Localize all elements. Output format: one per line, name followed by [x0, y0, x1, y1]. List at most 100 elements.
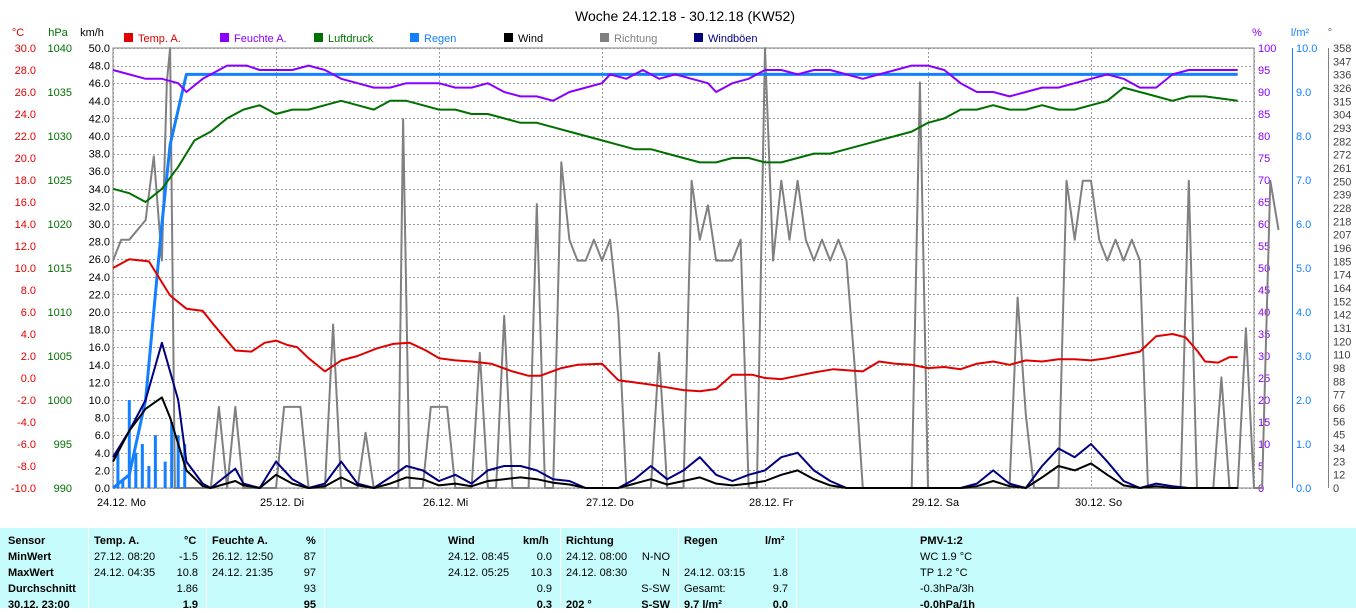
- stats-cell-hum-time: 26.12. 12:50: [212, 551, 274, 563]
- chart-title: Woche 24.12.18 - 30.12.18 (KW52): [575, 8, 795, 24]
- stats-cell-temp-val: 10.8: [176, 567, 198, 579]
- tick-label-rain: 2.0: [1296, 395, 1311, 407]
- tick-label-rain: 10.0: [1296, 43, 1317, 55]
- tick-label-rain: 0.0: [1296, 483, 1311, 495]
- tick-label-hum: 55: [1258, 241, 1270, 253]
- legend-swatch: [694, 33, 703, 42]
- tick-label-dir: 34: [1333, 443, 1345, 455]
- legend-swatch: [410, 33, 419, 42]
- tick-label-press: 1010: [48, 307, 72, 319]
- rain-bar: [121, 479, 125, 488]
- rain-bar: [116, 452, 120, 488]
- series-layer: [112, 47, 1280, 490]
- stats-cell-rain-time: 24.12. 03:15: [684, 567, 746, 579]
- stats-header-wind-unit: km/h: [523, 535, 549, 547]
- stats-cell-wind-val: 0.0: [536, 551, 552, 563]
- tick-label-hum: 100: [1258, 43, 1276, 55]
- tick-label-dir: 272: [1333, 150, 1351, 162]
- axis-unit-hum: %: [1252, 27, 1262, 39]
- tick-label-dir: 110: [1333, 350, 1351, 362]
- plot-frame: [112, 47, 1255, 489]
- tick-label-temp: -4.0: [17, 417, 36, 429]
- tick-label-temp: 2.0: [21, 351, 36, 363]
- stats-cell-label: MinWert: [8, 551, 52, 563]
- tick-label-press: 1035: [48, 87, 72, 99]
- rain-bar: [176, 435, 180, 488]
- tick-label-wind: 20.0: [89, 307, 110, 319]
- tick-label-press: 1025: [48, 175, 72, 187]
- tick-label-rain: 8.0: [1296, 131, 1311, 143]
- tick-label-dir: 77: [1333, 390, 1345, 402]
- tick-label-press: 1005: [48, 351, 72, 363]
- tick-label-dir: 347: [1333, 56, 1351, 68]
- series-line-richtung: [112, 47, 1280, 489]
- legend-entry: Luftdruck: [328, 33, 374, 45]
- tick-label-rain: 5.0: [1296, 263, 1311, 275]
- legend-swatch: [504, 33, 513, 42]
- tick-label-wind: 10.0: [89, 395, 110, 407]
- tick-label-wind: 6.0: [95, 430, 110, 442]
- tick-label-wind: 2.0: [95, 465, 110, 477]
- tick-label-dir: 358: [1333, 43, 1351, 55]
- tick-label-wind: 18.0: [89, 325, 110, 337]
- tick-label-temp: 0.0: [21, 373, 36, 385]
- rain-bar: [163, 461, 167, 488]
- tick-label-wind: 32.0: [89, 201, 110, 213]
- axis-unit-dir: °: [1328, 27, 1332, 39]
- stats-cell-rain-val: 1.8: [772, 567, 788, 579]
- stats-cell-dir-val: N: [662, 567, 670, 579]
- tick-label-temp: 4.0: [21, 329, 36, 341]
- weather-chart: Woche 24.12.18 - 30.12.18 (KW52) °C hPa km…: [11, 8, 1351, 509]
- stats-cell-pmv: WC 1.9 °C: [920, 551, 973, 563]
- tick-label-wind: 8.0: [95, 413, 110, 425]
- tick-label-hum: 85: [1258, 109, 1270, 121]
- tick-label-wind: 36.0: [89, 166, 110, 178]
- tick-label-wind: 44.0: [89, 96, 110, 108]
- stats-header-rain: Regen: [684, 535, 718, 547]
- tick-label-hum: 60: [1258, 219, 1270, 231]
- stats-header-hum: Feuchte A.: [212, 535, 268, 547]
- legend-entry: Temp. A.: [138, 33, 181, 45]
- tick-label-wind: 16.0: [89, 342, 110, 354]
- stats-panel: Sensor Temp. A. °C Feuchte A. % Wind km/…: [0, 528, 1356, 611]
- tick-label-dir: 45: [1333, 430, 1345, 442]
- series-line-windben: [112, 341, 1238, 489]
- tick-label-dir: 174: [1333, 270, 1351, 282]
- stats-cell-hum-val: 95: [303, 599, 316, 611]
- stats-cell-label: 30.12. 23:00: [8, 599, 70, 611]
- tick-label-temp: -8.0: [17, 461, 36, 473]
- tick-label-dir: 218: [1333, 216, 1351, 228]
- stats-header-dir: Richtung: [566, 535, 614, 547]
- tick-label-dir: 196: [1333, 243, 1351, 255]
- stats-header-wind: Wind: [448, 535, 475, 547]
- stats-cell-rain-time: 9.7 l/m²: [684, 599, 722, 611]
- stats-cell-temp-val: 1.9: [182, 599, 198, 611]
- axes: °C hPa km/h% l/m² ° -10.0 -8.0 -6.0 -4.0 -2.0 0.0 2…: [11, 27, 1351, 509]
- tick-label-dir: 12: [1333, 470, 1345, 482]
- tick-label-dir: 23: [1333, 456, 1345, 468]
- tick-label-dir: 98: [1333, 363, 1345, 375]
- stats-cell-pmv: -0.0hPa/1h: [920, 599, 976, 611]
- rain-bar: [147, 466, 151, 488]
- tick-label-dir: 261: [1333, 163, 1351, 175]
- tick-label-press: 1000: [48, 395, 72, 407]
- tick-label-wind: 38.0: [89, 149, 110, 161]
- x-tick-label: 30.12. So: [1075, 497, 1122, 509]
- tick-label-dir: 239: [1333, 190, 1351, 202]
- stats-cell-wind-val: 0.3: [536, 599, 552, 611]
- tick-label-rain: 6.0: [1296, 219, 1311, 231]
- tick-label-hum: 65: [1258, 197, 1270, 209]
- tick-label-dir: 304: [1333, 110, 1351, 122]
- tick-label-dir: 228: [1333, 203, 1351, 215]
- legend-entry: Windböen: [708, 33, 758, 45]
- tick-label-press: 990: [54, 483, 72, 495]
- stats-cell-rain-val: 0.0: [772, 599, 788, 611]
- tick-label-dir: 185: [1333, 256, 1351, 268]
- stats-cell-pmv: TP 1.2 °C: [920, 567, 968, 579]
- legend-entry: Feuchte A.: [234, 33, 287, 45]
- tick-label-wind: 48.0: [89, 61, 110, 73]
- rain-bar: [134, 452, 138, 488]
- tick-label-hum: 35: [1258, 329, 1270, 341]
- tick-label-wind: 4.0: [95, 448, 110, 460]
- tick-label-hum: 5: [1258, 461, 1264, 473]
